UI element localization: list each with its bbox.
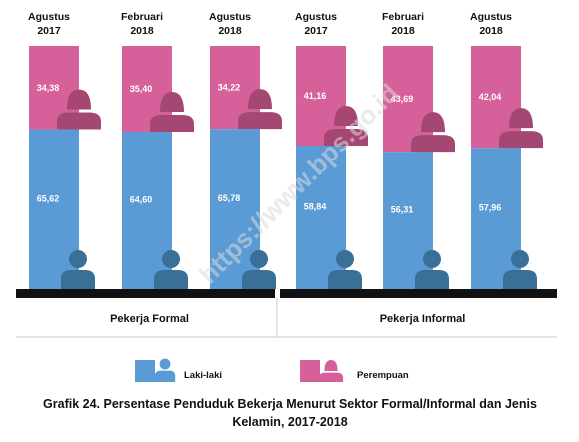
value-label-laki-laki: 65,78 [218, 193, 241, 203]
female-person-icon [57, 89, 101, 130]
caption: Grafik 24. Persentase Penduduk Bekerja M… [43, 397, 537, 429]
period-label-month: Agustus [470, 11, 512, 23]
period-label-year: 2017 [37, 25, 61, 37]
male-person-icon [415, 250, 449, 289]
value-label-perempuan: 34,22 [218, 83, 241, 93]
bar-perempuan [383, 46, 433, 153]
period-label-month: Agustus [295, 11, 337, 23]
legend: Laki-laki Perempuan [135, 358, 409, 382]
value-label-perempuan: 42,04 [479, 92, 502, 102]
bar-perempuan [471, 46, 521, 149]
group-label: Pekerja Formal [110, 313, 189, 325]
male-person-icon [242, 250, 276, 289]
male-person-icon [154, 250, 188, 289]
bar-laki-laki [122, 132, 172, 289]
female-person-icon [318, 360, 344, 382]
value-label-laki-laki: 58,84 [304, 202, 327, 212]
bar-laki-laki [296, 146, 346, 289]
female-person-icon [150, 92, 194, 133]
group-base-bars [16, 289, 557, 338]
period-label-month: Agustus [28, 11, 70, 23]
value-label-laki-laki: 64,60 [130, 195, 153, 205]
male-person-icon [328, 250, 362, 289]
value-label-perempuan: 35,40 [130, 84, 153, 94]
period-label-year: 2018 [391, 25, 415, 37]
labels-layer: 34,38 65,62 Agustus 2017 35,40 64,60 Februari 2… [28, 11, 512, 325]
value-label-laki-laki: 57,96 [479, 203, 502, 213]
group-base-bar [16, 289, 275, 298]
value-label-perempuan: 41,16 [304, 91, 327, 101]
legend-label: Laki-laki [184, 370, 222, 381]
bar-laki-laki [471, 148, 521, 289]
period-label-month: Agustus [209, 11, 251, 23]
group-label: Pekerja Informal [380, 313, 466, 325]
caption-line: Grafik 24. Persentase Penduduk Bekerja M… [43, 397, 537, 411]
value-label-perempuan: 43,69 [391, 94, 414, 104]
period-label-month: Februari [382, 11, 424, 23]
caption-line: Kelamin, 2017-2018 [232, 415, 347, 429]
period-label-year: 2018 [130, 25, 154, 37]
legend-swatch [135, 360, 155, 382]
legend-item: Perempuan [300, 360, 409, 382]
bars-layer [29, 46, 543, 289]
value-label-laki-laki: 56,31 [391, 205, 414, 215]
legend-label: Perempuan [357, 370, 409, 381]
period-label-year: 2017 [304, 25, 328, 37]
female-person-icon [324, 106, 368, 147]
male-person-icon [154, 358, 176, 382]
value-label-laki-laki: 65,62 [37, 193, 60, 203]
legend-item: Laki-laki [135, 358, 222, 382]
period-label-year: 2018 [479, 25, 503, 37]
male-person-icon [503, 250, 537, 289]
female-person-icon [499, 108, 543, 149]
group-base-bar [280, 289, 557, 298]
value-label-perempuan: 34,38 [37, 83, 60, 93]
male-person-icon [61, 250, 95, 289]
legend-swatch [300, 360, 320, 382]
period-label-year: 2018 [218, 25, 242, 37]
period-label-month: Februari [121, 11, 163, 23]
bar-laki-laki [383, 152, 433, 289]
female-person-icon [411, 112, 455, 153]
female-person-icon [238, 89, 282, 130]
